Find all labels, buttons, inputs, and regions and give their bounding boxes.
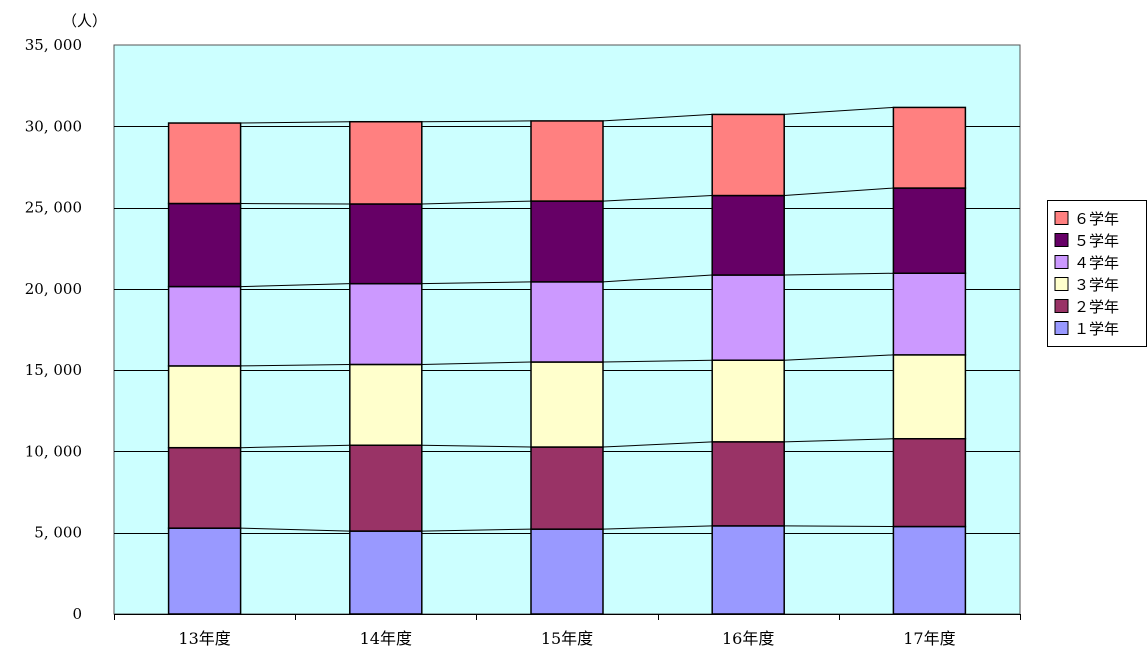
bar-segment bbox=[712, 275, 784, 360]
legend-label: ４学年 bbox=[1074, 254, 1119, 272]
bar-segment bbox=[893, 273, 965, 355]
x-tick-label: 13年度 bbox=[178, 629, 230, 648]
bar-segment bbox=[893, 527, 965, 614]
bar-segment bbox=[712, 442, 784, 526]
x-tick-label: 16年度 bbox=[722, 629, 774, 648]
y-tick-label: 5, 000 bbox=[34, 524, 82, 542]
bar-segment bbox=[169, 528, 241, 614]
bar-segment bbox=[169, 123, 241, 203]
y-tick-label: 0 bbox=[72, 605, 82, 623]
legend-swatch bbox=[1055, 322, 1068, 335]
x-tick-label: 15年度 bbox=[541, 629, 593, 648]
y-tick-label: 20, 000 bbox=[25, 280, 82, 298]
x-tick-label: 17年度 bbox=[903, 629, 955, 648]
legend-swatch bbox=[1055, 212, 1068, 225]
bar-segment bbox=[893, 355, 965, 439]
bar-segment bbox=[712, 196, 784, 275]
legend-label: ６学年 bbox=[1074, 210, 1119, 228]
bar-segment bbox=[893, 439, 965, 527]
bar-segment bbox=[531, 362, 603, 447]
y-unit-label: （人） bbox=[62, 12, 107, 30]
y-tick-label: 25, 000 bbox=[25, 199, 82, 217]
y-tick-label: 10, 000 bbox=[25, 442, 82, 460]
y-tick-label: 15, 000 bbox=[25, 361, 82, 379]
bar-segment bbox=[531, 282, 603, 362]
bar-segment bbox=[350, 122, 422, 204]
legend-swatch bbox=[1055, 256, 1068, 269]
bar-segment bbox=[893, 107, 965, 188]
bar-segment bbox=[350, 204, 422, 284]
bar-segment bbox=[893, 188, 965, 273]
bar-segment bbox=[350, 531, 422, 614]
bar-segment bbox=[531, 529, 603, 614]
bar-segment bbox=[712, 114, 784, 195]
legend-label: ２学年 bbox=[1074, 298, 1119, 316]
series-connector-line bbox=[784, 526, 893, 527]
bar-segment bbox=[169, 366, 241, 448]
y-tick-label: 35, 000 bbox=[25, 36, 82, 54]
legend-label: ３学年 bbox=[1074, 276, 1119, 294]
bar-segment bbox=[350, 284, 422, 365]
bar-segment bbox=[169, 204, 241, 287]
legend-swatch bbox=[1055, 278, 1068, 291]
legend-swatch bbox=[1055, 234, 1068, 247]
bar-segment bbox=[531, 447, 603, 529]
bar-segment bbox=[712, 360, 784, 442]
bar-segment bbox=[531, 201, 603, 282]
bar-segment bbox=[350, 364, 422, 445]
bar-segment bbox=[531, 121, 603, 201]
x-tick-label: 14年度 bbox=[360, 629, 412, 648]
bar-segment bbox=[350, 445, 422, 531]
bar-segment bbox=[712, 526, 784, 614]
bar-segment bbox=[169, 448, 241, 528]
legend-label: １学年 bbox=[1074, 320, 1119, 338]
bar-segment bbox=[169, 287, 241, 366]
legend-label: ５学年 bbox=[1074, 232, 1119, 250]
y-tick-label: 30, 000 bbox=[25, 117, 82, 135]
legend-swatch bbox=[1055, 300, 1068, 313]
